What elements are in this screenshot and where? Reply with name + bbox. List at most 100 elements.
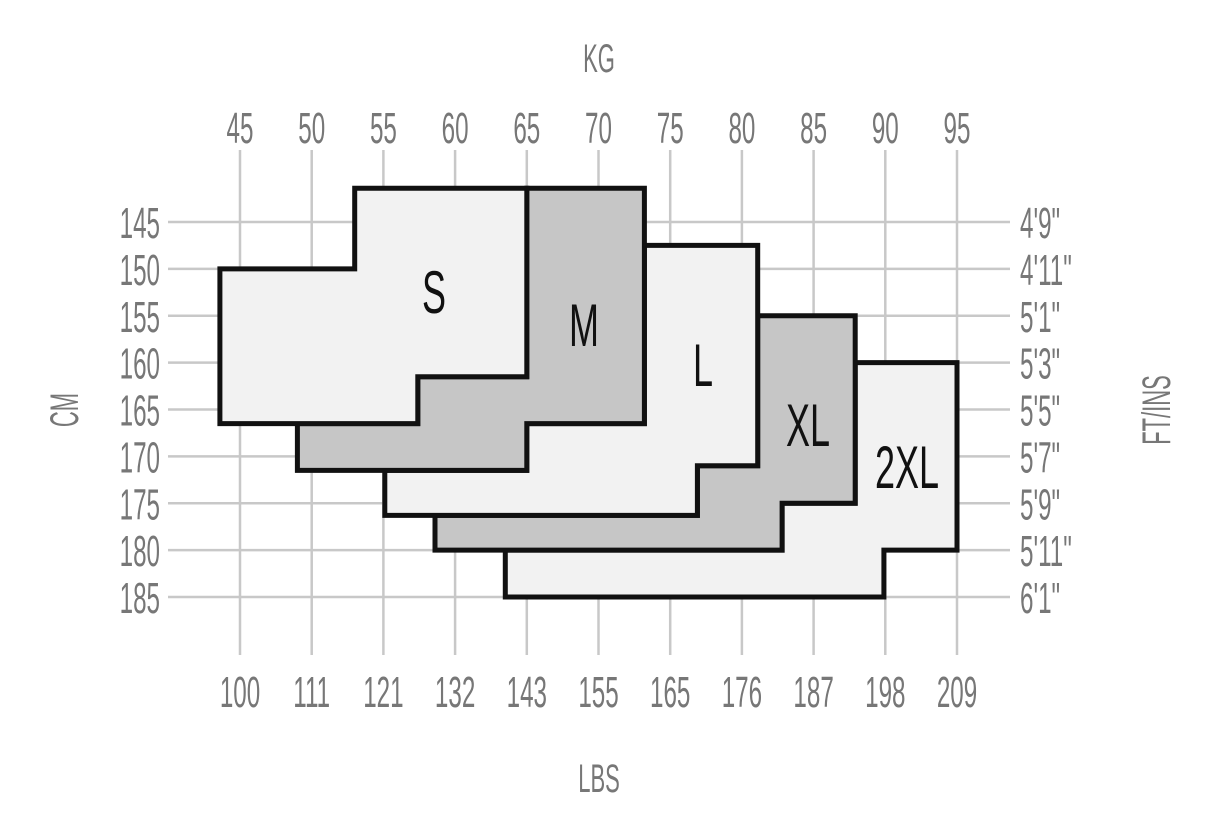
lbs-tick-label-group: 209: [937, 667, 977, 717]
lbs-tick-label-group: 176: [722, 667, 762, 717]
lbs-tick-label-group: 165: [650, 667, 690, 717]
lbs-tick-label: 176: [722, 667, 762, 717]
cm-tick-label-group: 165: [120, 386, 160, 436]
size-label-l: L: [693, 333, 713, 400]
kg-tick-label-group: 90: [872, 103, 899, 153]
kg-tick-label-group: 60: [442, 103, 469, 153]
cm-tick-label: 145: [120, 198, 160, 248]
ftin-tick-label-group: 5'5": [1020, 386, 1060, 436]
cm-tick-label: 170: [120, 433, 160, 483]
lbs-tick-label-group: 100: [220, 667, 260, 717]
lbs-tick-label: 121: [363, 667, 403, 717]
lbs-tick-label-group: 132: [435, 667, 475, 717]
kg-tick-label-group: 95: [944, 103, 971, 153]
kg-tick-label: 55: [370, 103, 397, 153]
lbs-axis-title: LBS: [578, 756, 620, 801]
cm-tick-label-group: 150: [120, 245, 160, 295]
cm-tick-label: 185: [120, 573, 160, 623]
size-label-xl: XL: [786, 393, 830, 460]
size-region-s: [217, 185, 530, 427]
lbs-tick-label-group: 187: [793, 667, 833, 717]
cm-tick-label: 165: [120, 386, 160, 436]
kg-tick-label: 60: [442, 103, 469, 153]
lbs-tick-label-group: 155: [578, 667, 618, 717]
kg-tick-label-group: 65: [513, 103, 540, 153]
kg-tick-label: 75: [657, 103, 684, 153]
size-label-m-group: M: [569, 293, 599, 360]
lbs-tick-label: 198: [865, 667, 905, 717]
size-regions: 2XL XL L M S: [217, 185, 960, 600]
kg-tick-label: 90: [872, 103, 899, 153]
lbs-tick-label: 187: [793, 667, 833, 717]
ftin-tick-label: 5'5": [1020, 386, 1060, 436]
kg-tick-label: 50: [298, 103, 325, 153]
cm-tick-label-group: 145: [120, 198, 160, 248]
ftin-tick-label: 6'1": [1020, 573, 1060, 623]
lbs-tick-label: 143: [507, 667, 547, 717]
ftin-tick-label: 5'7": [1020, 433, 1060, 483]
size-label-l-group: L: [693, 333, 713, 400]
ftin-tick-label-group: 6'1": [1020, 573, 1060, 623]
lbs-tick-label: 155: [578, 667, 618, 717]
cm-axis-title-group: CM: [42, 393, 87, 427]
ftin-tick-label: 5'3": [1020, 339, 1060, 389]
size-label-s: S: [422, 260, 446, 327]
lbs-tick-label-group: 143: [507, 667, 547, 717]
kg-axis-title: KG: [583, 36, 615, 81]
lbs-tick-label-group: 121: [363, 667, 403, 717]
cm-tick-label: 150: [120, 245, 160, 295]
kg-tick-label: 45: [227, 103, 254, 153]
kg-tick-label-group: 75: [657, 103, 684, 153]
kg-tick-label-group: 45: [227, 103, 254, 153]
ftin-tick-label-group: 4'9": [1020, 198, 1060, 248]
ftin-tick-label-group: 5'7": [1020, 433, 1060, 483]
axis-labels: 45 100 50 111 55 121 60 132 65 143 70 155 75 165 80 176…: [42, 36, 1179, 801]
kg-tick-label: 85: [800, 103, 827, 153]
cm-tick-label-group: 180: [120, 526, 160, 576]
cm-tick-label-group: 170: [120, 433, 160, 483]
size-label-xl-group: XL: [786, 393, 830, 460]
lbs-tick-label-group: 198: [865, 667, 905, 717]
ftin-tick-label-group: 4'11": [1020, 245, 1072, 295]
ftin-tick-label: 5'1": [1020, 292, 1060, 342]
cm-tick-label: 180: [120, 526, 160, 576]
lbs-tick-label: 100: [220, 667, 260, 717]
cm-tick-label-group: 160: [120, 339, 160, 389]
size-label-s-group: S: [422, 260, 446, 327]
kg-tick-label-group: 80: [728, 103, 755, 153]
ftin-tick-label-group: 5'11": [1020, 526, 1072, 576]
ftin-axis-title-group: FT/INS: [1134, 375, 1179, 445]
size-label-m: M: [569, 293, 599, 360]
lbs-axis-title-group: LBS: [578, 756, 620, 801]
lbs-tick-label: 209: [937, 667, 977, 717]
kg-axis-title-group: KG: [583, 36, 615, 81]
ftin-tick-label: 5'11": [1020, 526, 1072, 576]
cm-tick-label-group: 155: [120, 292, 160, 342]
ftin-axis-title: FT/INS: [1134, 375, 1179, 445]
cm-tick-label-group: 175: [120, 480, 160, 530]
kg-tick-label-group: 85: [800, 103, 827, 153]
ftin-tick-label: 4'9": [1020, 198, 1060, 248]
size-label-2xl: 2XL: [875, 435, 939, 502]
cm-tick-label: 155: [120, 292, 160, 342]
kg-tick-label: 70: [585, 103, 612, 153]
ftin-tick-label: 5'9": [1020, 480, 1060, 530]
lbs-tick-label: 132: [435, 667, 475, 717]
lbs-tick-label-group: 111: [293, 667, 330, 717]
kg-tick-label: 80: [728, 103, 755, 153]
ftin-tick-label: 4'11": [1020, 245, 1072, 295]
cm-tick-label-group: 185: [120, 573, 160, 623]
kg-tick-label-group: 50: [298, 103, 325, 153]
lbs-tick-label: 111: [293, 667, 330, 717]
kg-tick-label: 65: [513, 103, 540, 153]
kg-tick-label: 95: [944, 103, 971, 153]
kg-tick-label-group: 70: [585, 103, 612, 153]
lbs-tick-label: 165: [650, 667, 690, 717]
cm-tick-label: 160: [120, 339, 160, 389]
ftin-tick-label-group: 5'3": [1020, 339, 1060, 389]
ftin-tick-label-group: 5'9": [1020, 480, 1060, 530]
cm-axis-title: CM: [42, 393, 87, 427]
kg-tick-label-group: 55: [370, 103, 397, 153]
